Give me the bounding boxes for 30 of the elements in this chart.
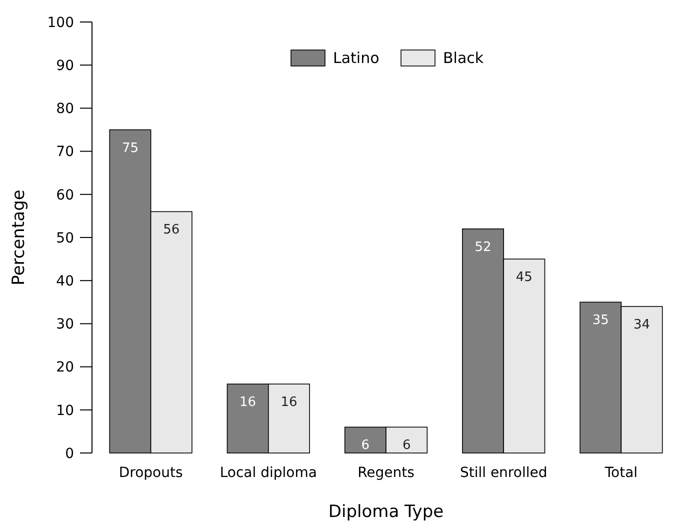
y-tick-label: 20	[56, 360, 74, 376]
x-tick-label: Regents	[358, 465, 414, 481]
x-tick-label: Local diploma	[220, 465, 317, 481]
y-tick-label: 90	[56, 58, 74, 74]
data-label: 45	[516, 270, 532, 286]
data-label: 56	[163, 222, 180, 238]
data-label: 6	[361, 438, 370, 454]
y-tick-label: 70	[56, 144, 74, 160]
y-axis-title: Percentage	[9, 190, 29, 286]
legend-label: Latino	[333, 49, 380, 67]
x-tick-label: Dropouts	[118, 465, 183, 481]
y-tick-label: 10	[56, 402, 74, 419]
y-tick-label: 80	[56, 101, 74, 118]
y-tick-label: 60	[56, 187, 74, 204]
data-label: 75	[122, 140, 138, 156]
data-label: 35	[592, 313, 609, 328]
data-label: 6	[402, 438, 411, 454]
y-tick-label: 0	[65, 446, 74, 462]
y-tick-label: 50	[56, 230, 74, 246]
x-axis-title: Diploma Type	[328, 502, 444, 522]
y-tick-label: 40	[56, 274, 74, 290]
x-tick-label: Total	[604, 465, 638, 481]
data-label: 52	[474, 240, 492, 255]
data-label: 34	[634, 317, 650, 332]
y-tick-label: 100	[47, 14, 74, 31]
data-label: 16	[280, 395, 298, 410]
data-label: 16	[240, 395, 256, 410]
legend-label: Black	[443, 49, 484, 67]
y-tick-label: 30	[56, 316, 74, 333]
x-tick-label: Still enrolled	[460, 465, 548, 481]
